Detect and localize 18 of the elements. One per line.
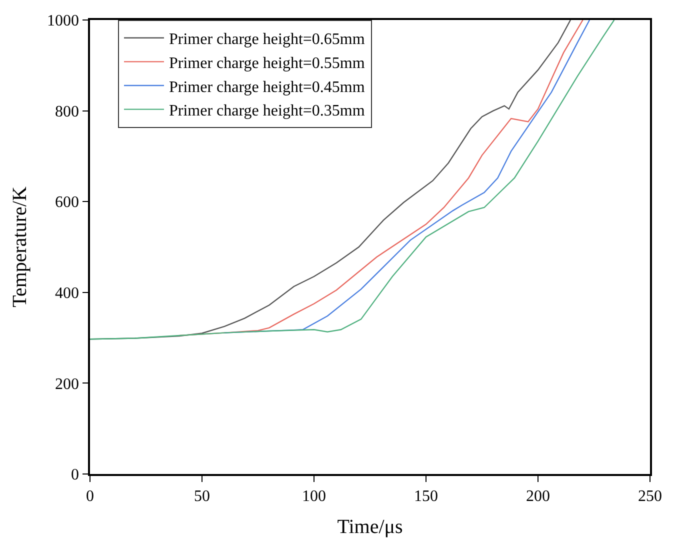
x-tick-label: 50 <box>194 488 210 505</box>
legend-label: Primer charge height=0.65mm <box>169 31 366 48</box>
legend-label: Primer charge height=0.55mm <box>169 54 366 72</box>
x-tick-label: 150 <box>414 488 438 505</box>
y-tick-label: 200 <box>55 376 80 393</box>
y-tick-label: 400 <box>55 285 80 302</box>
y-tick-label: 800 <box>55 103 80 120</box>
y-tick-label: 0 <box>71 466 80 484</box>
x-tick-label: 100 <box>302 488 326 505</box>
y-tick-label: 600 <box>55 194 80 212</box>
x-tick-label: 200 <box>526 488 550 505</box>
x-tick-label: 250 <box>638 488 662 505</box>
x-tick-label: 0 <box>86 488 94 505</box>
y-axis-title: Temperature/K <box>9 186 32 308</box>
y-tick-label: 1000 <box>47 12 80 30</box>
legend-label: Primer charge height=0.35mm <box>169 102 366 120</box>
x-axis-title: Time/μs <box>337 516 403 538</box>
legend-label: Primer charge height=0.45mm <box>169 78 366 96</box>
